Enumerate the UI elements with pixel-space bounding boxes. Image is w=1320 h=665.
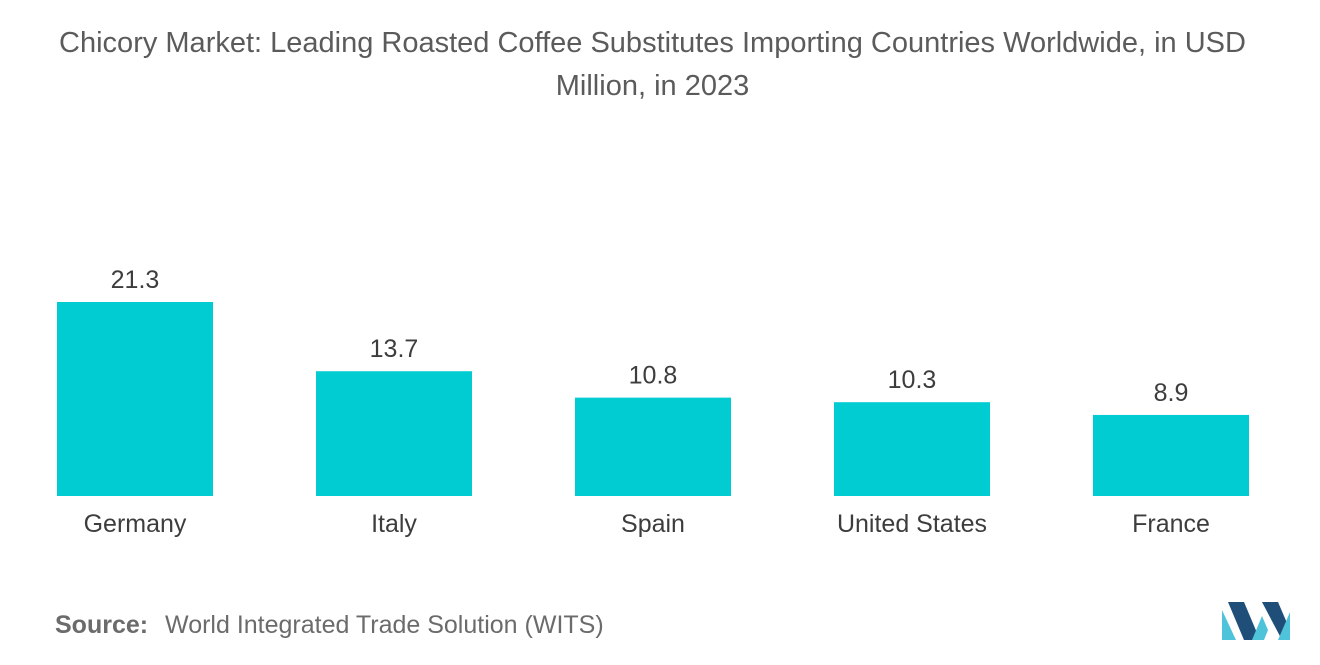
chart-title: Chicory Market: Leading Roasted Coffee S… (59, 27, 1246, 102)
category-tick-label: United States (837, 510, 987, 538)
bar-value-label: 21.3 (111, 266, 160, 294)
bar-united-states (834, 402, 990, 496)
category-tick-label: France (1132, 510, 1210, 538)
bar-value-label: 13.7 (370, 335, 419, 363)
source-line: Source: World Integrated Trade Solution … (55, 611, 604, 640)
bar-chart: 21.3 Germany 13.7 Italy 10.8 Spain 10.3 United … (57, 266, 1249, 538)
bar-italy (316, 371, 472, 496)
source-text: World Integrated Trade Solution (WITS) (165, 611, 604, 639)
source-label: Source: (55, 611, 149, 639)
category-tick-label: Germany (84, 510, 187, 538)
bar-value-label: 8.9 (1154, 379, 1189, 407)
bar-france (1093, 414, 1249, 496)
category-tick-label: Spain (621, 510, 685, 538)
bar-value-label: 10.3 (888, 366, 937, 394)
bar-spain (575, 397, 731, 496)
bar-germany (57, 302, 213, 496)
bar-value-label: 10.8 (629, 362, 678, 390)
mordor-logo-icon (1222, 602, 1290, 640)
category-tick-label: Italy (371, 510, 417, 538)
